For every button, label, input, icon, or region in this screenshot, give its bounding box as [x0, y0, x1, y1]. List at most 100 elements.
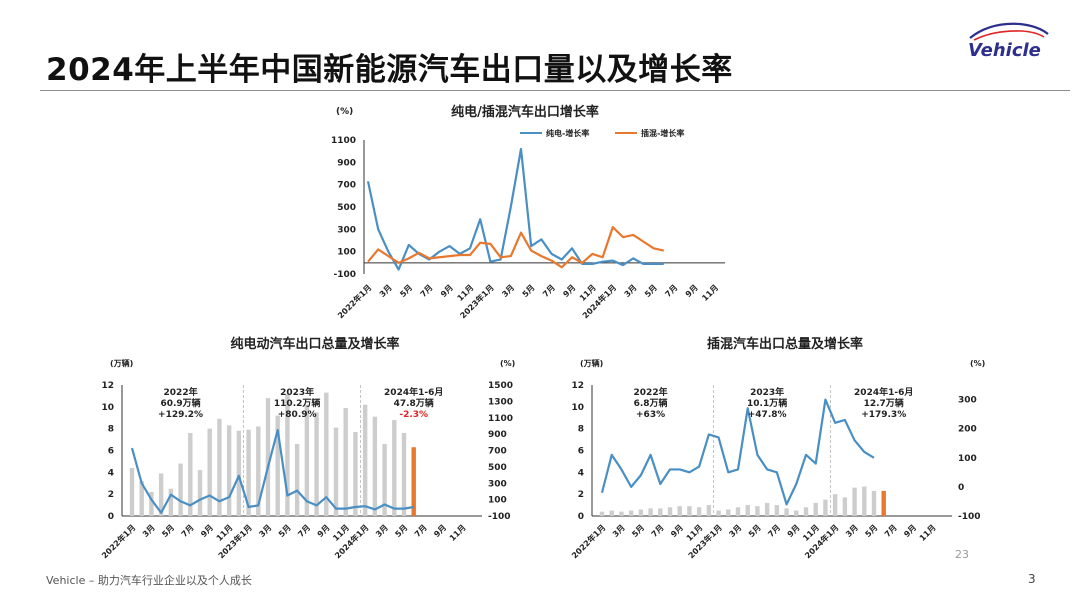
- y-tick-label: -100: [333, 270, 356, 280]
- growth-rate-line: [600, 398, 875, 506]
- volume-bar: [716, 510, 721, 516]
- y-tick-label: 0: [578, 512, 584, 522]
- volume-bar: [842, 497, 848, 516]
- volume-bar: [726, 509, 731, 516]
- x-tick-label: 9月: [432, 523, 448, 539]
- annotation-year: 2023年: [280, 386, 314, 398]
- volume-bar: [667, 507, 673, 516]
- x-tick-label: 5月: [643, 283, 659, 299]
- volume-bar: [687, 506, 692, 516]
- y-axis-unit: (万辆): [110, 358, 133, 368]
- y-tick-label: 12: [571, 381, 584, 391]
- volume-bar: [658, 508, 663, 516]
- chart-title: 插混汽车出口总量及增长率: [707, 336, 863, 352]
- x-tick-label: 9月: [902, 523, 918, 539]
- y-tick-label: 700: [337, 181, 356, 191]
- volume-bar: [784, 508, 789, 516]
- x-tick-label: 9月: [561, 283, 577, 299]
- x-tick-label: 3月: [257, 523, 273, 539]
- x-tick-label: 5月: [393, 523, 409, 539]
- x-tick-label: 3月: [844, 523, 860, 539]
- y-tick-label: 6: [108, 447, 114, 457]
- annotation-year: 2024年1-6月: [854, 386, 913, 398]
- highlight-bar: [411, 447, 416, 516]
- y2-tick-label: 1300: [488, 397, 513, 407]
- y2-axis-unit: (%): [500, 359, 515, 368]
- x-tick-label: 7月: [413, 523, 429, 539]
- volume-bar: [236, 430, 242, 516]
- y-tick-label: 1100: [331, 136, 356, 146]
- annotation-growth: +129.2%: [158, 410, 203, 420]
- volume-bar: [207, 428, 212, 516]
- volume-bar: [265, 398, 271, 516]
- x-tick-label: 5月: [863, 523, 879, 539]
- x-tick-label: 9月: [439, 283, 455, 299]
- corner-number: 23: [955, 548, 969, 561]
- y-tick-label: 4: [578, 468, 584, 478]
- annotation-volume: 6.8万辆: [634, 397, 668, 409]
- series-line-bev: [366, 147, 664, 271]
- volume-bar: [188, 433, 193, 516]
- volume-bar: [619, 511, 624, 516]
- x-tick-label: 9月: [669, 523, 685, 539]
- x-tick-label: 3月: [141, 523, 157, 539]
- volume-bar: [599, 511, 605, 516]
- x-tick-label: 9月: [786, 523, 802, 539]
- volume-bar: [609, 510, 614, 516]
- y-tick-label: 6: [578, 447, 584, 457]
- volume-bar: [392, 419, 397, 516]
- series-line-phev: [367, 226, 665, 269]
- y2-tick-label: 100: [488, 496, 507, 506]
- growth-chart-svg: 纯电/插混汽车出口增长率 (%) -100 100 300 500 700 900 1100 纯电…: [331, 104, 725, 320]
- y2-tick-label: 100: [958, 454, 977, 464]
- volume-bar: [304, 404, 310, 516]
- annotation-growth: +179.3%: [861, 410, 906, 420]
- x-tick-label: 11月: [700, 283, 720, 303]
- x-tick-label: 7月: [663, 283, 679, 299]
- footer-text: Vehicle – 助力汽车行业企业以及个人成长: [46, 574, 252, 587]
- volume-bar: [638, 509, 644, 516]
- phev-export-chart: 插混汽车出口总量及增长率 (万辆) (%) 0 2 4 6 8 10 12 -100 0 100 200 3…: [560, 330, 1030, 570]
- legend: 纯电-增长率 插混-增长率: [520, 128, 684, 138]
- legend-label: 纯电-增长率: [546, 128, 589, 138]
- x-tick-label: 7月: [296, 523, 312, 539]
- growth-rate-chart: 纯电/插混汽车出口增长率 (%) -100 100 300 500 700 900 1100 纯电…: [320, 96, 740, 328]
- y-tick-label: 0: [108, 512, 114, 522]
- y2-tick-label: 500: [488, 463, 507, 473]
- x-tick-label: 5月: [747, 523, 763, 539]
- x-tick-label: 9月: [684, 283, 700, 299]
- volume-bar: [226, 425, 232, 516]
- volume-bar: [813, 502, 818, 516]
- annotation-volume: 10.1万辆: [747, 397, 787, 409]
- x-tick-label: 9月: [316, 523, 332, 539]
- volume-bar: [755, 506, 760, 516]
- highlight-bar: [881, 490, 886, 516]
- volume-bar: [706, 505, 712, 516]
- annotation-volume: 12.7万辆: [864, 397, 904, 409]
- x-tick-label: 11月: [918, 523, 938, 543]
- y-tick-label: 500: [337, 203, 356, 213]
- x-tick-label: 2022年1月: [569, 522, 607, 560]
- x-tick-label: 7月: [883, 523, 899, 539]
- x-tick-label: 5月: [398, 283, 414, 299]
- annotation-volume: 47.8万辆: [394, 397, 434, 409]
- volume-bar: [382, 443, 387, 516]
- volume-bar: [401, 433, 407, 516]
- y-tick-label: 8: [108, 425, 114, 435]
- y2-tick-label: 700: [488, 447, 507, 457]
- y-axis-unit: (%): [336, 107, 353, 117]
- y-tick-label: 8: [578, 425, 584, 435]
- y2-tick-label: 1100: [488, 414, 513, 424]
- volume-bar: [149, 491, 154, 516]
- y-axis-unit: (万辆): [580, 358, 603, 368]
- y2-tick-label: 900: [488, 430, 507, 440]
- x-tick-label: 3月: [727, 523, 743, 539]
- x-tick-label: 7月: [766, 523, 782, 539]
- x-tick-label: 7月: [419, 283, 435, 299]
- volume-bar: [197, 470, 203, 516]
- volume-bar: [852, 487, 857, 516]
- annotation-year: 2022年: [164, 386, 198, 398]
